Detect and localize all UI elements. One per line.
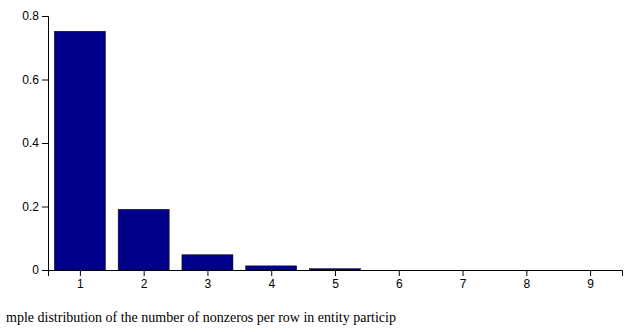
bar xyxy=(246,266,297,270)
y-tick-mark xyxy=(42,270,48,271)
x-tick-mark xyxy=(463,270,464,276)
bar xyxy=(54,31,105,270)
x-tick-mark xyxy=(526,270,527,276)
y-tick-mark xyxy=(42,16,48,17)
x-tick: 9 xyxy=(587,270,594,291)
plot: 1 2 3 4 5 6 7 8 9 0 0.2 0.4 0.6 0.8 xyxy=(22,9,622,290)
x-tick: 1 xyxy=(77,270,84,291)
x-tick-label: 1 xyxy=(77,277,84,291)
bar xyxy=(118,209,169,270)
x-tick-label: 9 xyxy=(587,277,594,291)
bar xyxy=(565,270,616,271)
x-tick: 5 xyxy=(332,270,339,291)
x-tick-mark xyxy=(399,270,400,276)
x-tick-mark xyxy=(80,270,81,276)
x-tick-label: 3 xyxy=(205,277,212,291)
x-tick: 3 xyxy=(205,270,212,291)
bar xyxy=(437,270,488,271)
bar xyxy=(309,269,360,270)
y-tick-mark xyxy=(42,207,48,208)
x-tick-mark xyxy=(144,270,145,276)
y-tick-label: 0 xyxy=(32,263,39,277)
bar xyxy=(501,270,552,271)
x-tick-label: 6 xyxy=(396,277,403,291)
x-tick-label: 2 xyxy=(141,277,148,291)
bar xyxy=(373,270,424,271)
x-axis-line xyxy=(49,271,623,277)
y-tick: 0.4 xyxy=(22,136,48,150)
y-tick: 0.6 xyxy=(22,73,48,87)
y-tick-label: 0.4 xyxy=(22,136,39,150)
x-axis: 1 2 3 4 5 6 7 8 9 xyxy=(49,270,623,291)
x-tick-mark xyxy=(590,270,591,276)
y-axis-line xyxy=(42,17,49,271)
y-tick: 0.2 xyxy=(22,200,48,214)
x-tick-mark xyxy=(271,270,272,276)
y-tick-mark xyxy=(42,80,48,81)
bar xyxy=(182,255,233,270)
x-tick-label: 4 xyxy=(268,277,275,291)
x-tick: 8 xyxy=(523,270,530,291)
x-tick: 4 xyxy=(268,270,275,291)
y-axis: 0 0.2 0.4 0.6 0.8 xyxy=(22,9,48,277)
x-tick-label: 5 xyxy=(332,277,339,291)
x-tick: 2 xyxy=(141,270,148,291)
x-tick: 7 xyxy=(460,270,467,291)
y-tick-label: 0.6 xyxy=(22,73,39,87)
y-tick-label: 0.8 xyxy=(22,9,39,23)
y-tick-mark xyxy=(42,143,48,144)
caption: mple distribution of the number of nonze… xyxy=(6,310,396,325)
y-tick: 0 xyxy=(32,263,48,277)
x-tick: 6 xyxy=(396,270,403,291)
x-tick-mark xyxy=(335,270,336,276)
x-tick-label: 8 xyxy=(523,277,530,291)
x-tick-mark xyxy=(207,270,208,276)
bars xyxy=(54,31,360,270)
y-tick-label: 0.2 xyxy=(22,200,39,214)
chart: 1 2 3 4 5 6 7 8 9 0 0.2 0.4 0.6 0.8 mple distribution … xyxy=(0,0,640,332)
x-tick-label: 7 xyxy=(460,277,467,291)
y-tick: 0.8 xyxy=(22,9,48,23)
